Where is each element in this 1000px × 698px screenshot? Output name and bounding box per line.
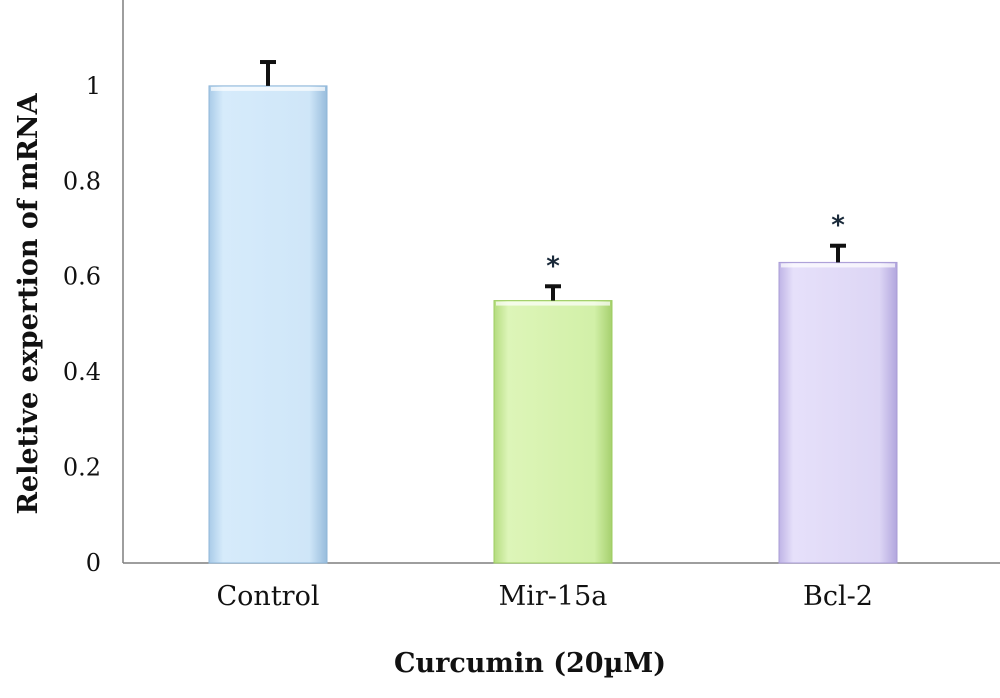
error-bar bbox=[260, 60, 276, 86]
significance-asterisk: * bbox=[546, 251, 560, 281]
x-tick-labels: Control Mir-15a Bcl-2 bbox=[217, 581, 873, 612]
y-tick-label: 0.4 bbox=[63, 358, 101, 386]
bar-top-highlight bbox=[781, 263, 895, 268]
y-tick-label: 1 bbox=[86, 72, 101, 100]
x-axis-title: Curcumin (20µM) bbox=[394, 648, 666, 679]
y-tick-label: 0.8 bbox=[63, 167, 101, 195]
y-tick-label: 0.2 bbox=[63, 454, 101, 482]
x-tick-label: Mir-15a bbox=[499, 581, 608, 612]
error-bars bbox=[260, 60, 846, 301]
bar-control bbox=[208, 85, 328, 564]
y-axis-title: Reletive expertion of mRNA bbox=[13, 92, 44, 514]
x-tick-label: Control bbox=[217, 581, 320, 612]
error-bar bbox=[545, 284, 561, 301]
significance-marks: ** bbox=[546, 211, 845, 282]
error-bar bbox=[830, 243, 846, 263]
y-tick-label: 0.6 bbox=[63, 263, 101, 291]
bars bbox=[208, 85, 898, 564]
bar-bcl-2 bbox=[778, 261, 898, 564]
y-tick-labels: 0 0.2 0.4 0.6 0.8 1 bbox=[63, 72, 101, 577]
bar-mir-15a bbox=[493, 300, 613, 564]
bar-top-highlight bbox=[211, 86, 325, 91]
x-tick-label: Bcl-2 bbox=[803, 581, 873, 612]
bar-top-highlight bbox=[496, 301, 610, 306]
significance-asterisk: * bbox=[831, 211, 845, 241]
y-tick-label: 0 bbox=[86, 549, 101, 577]
